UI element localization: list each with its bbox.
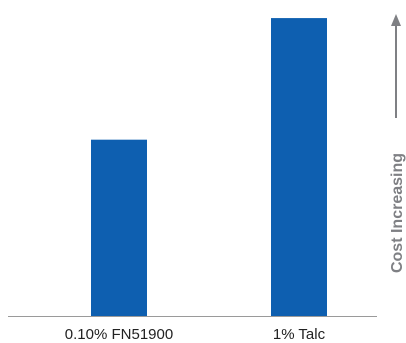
bars-group [91,18,327,317]
cost-increasing-label: Cost Increasing [389,153,406,273]
x-tick-labels: 0.10% FN51900 1% Talc [65,326,326,343]
x-tick-label-1: 1% Talc [273,326,326,343]
cost-increasing-annotation: Cost Increasing [389,14,406,273]
arrow-up-icon [391,14,401,26]
bar-0 [91,139,147,316]
x-tick-label-0: 0.10% FN51900 [65,326,173,343]
bar-1 [271,18,327,317]
